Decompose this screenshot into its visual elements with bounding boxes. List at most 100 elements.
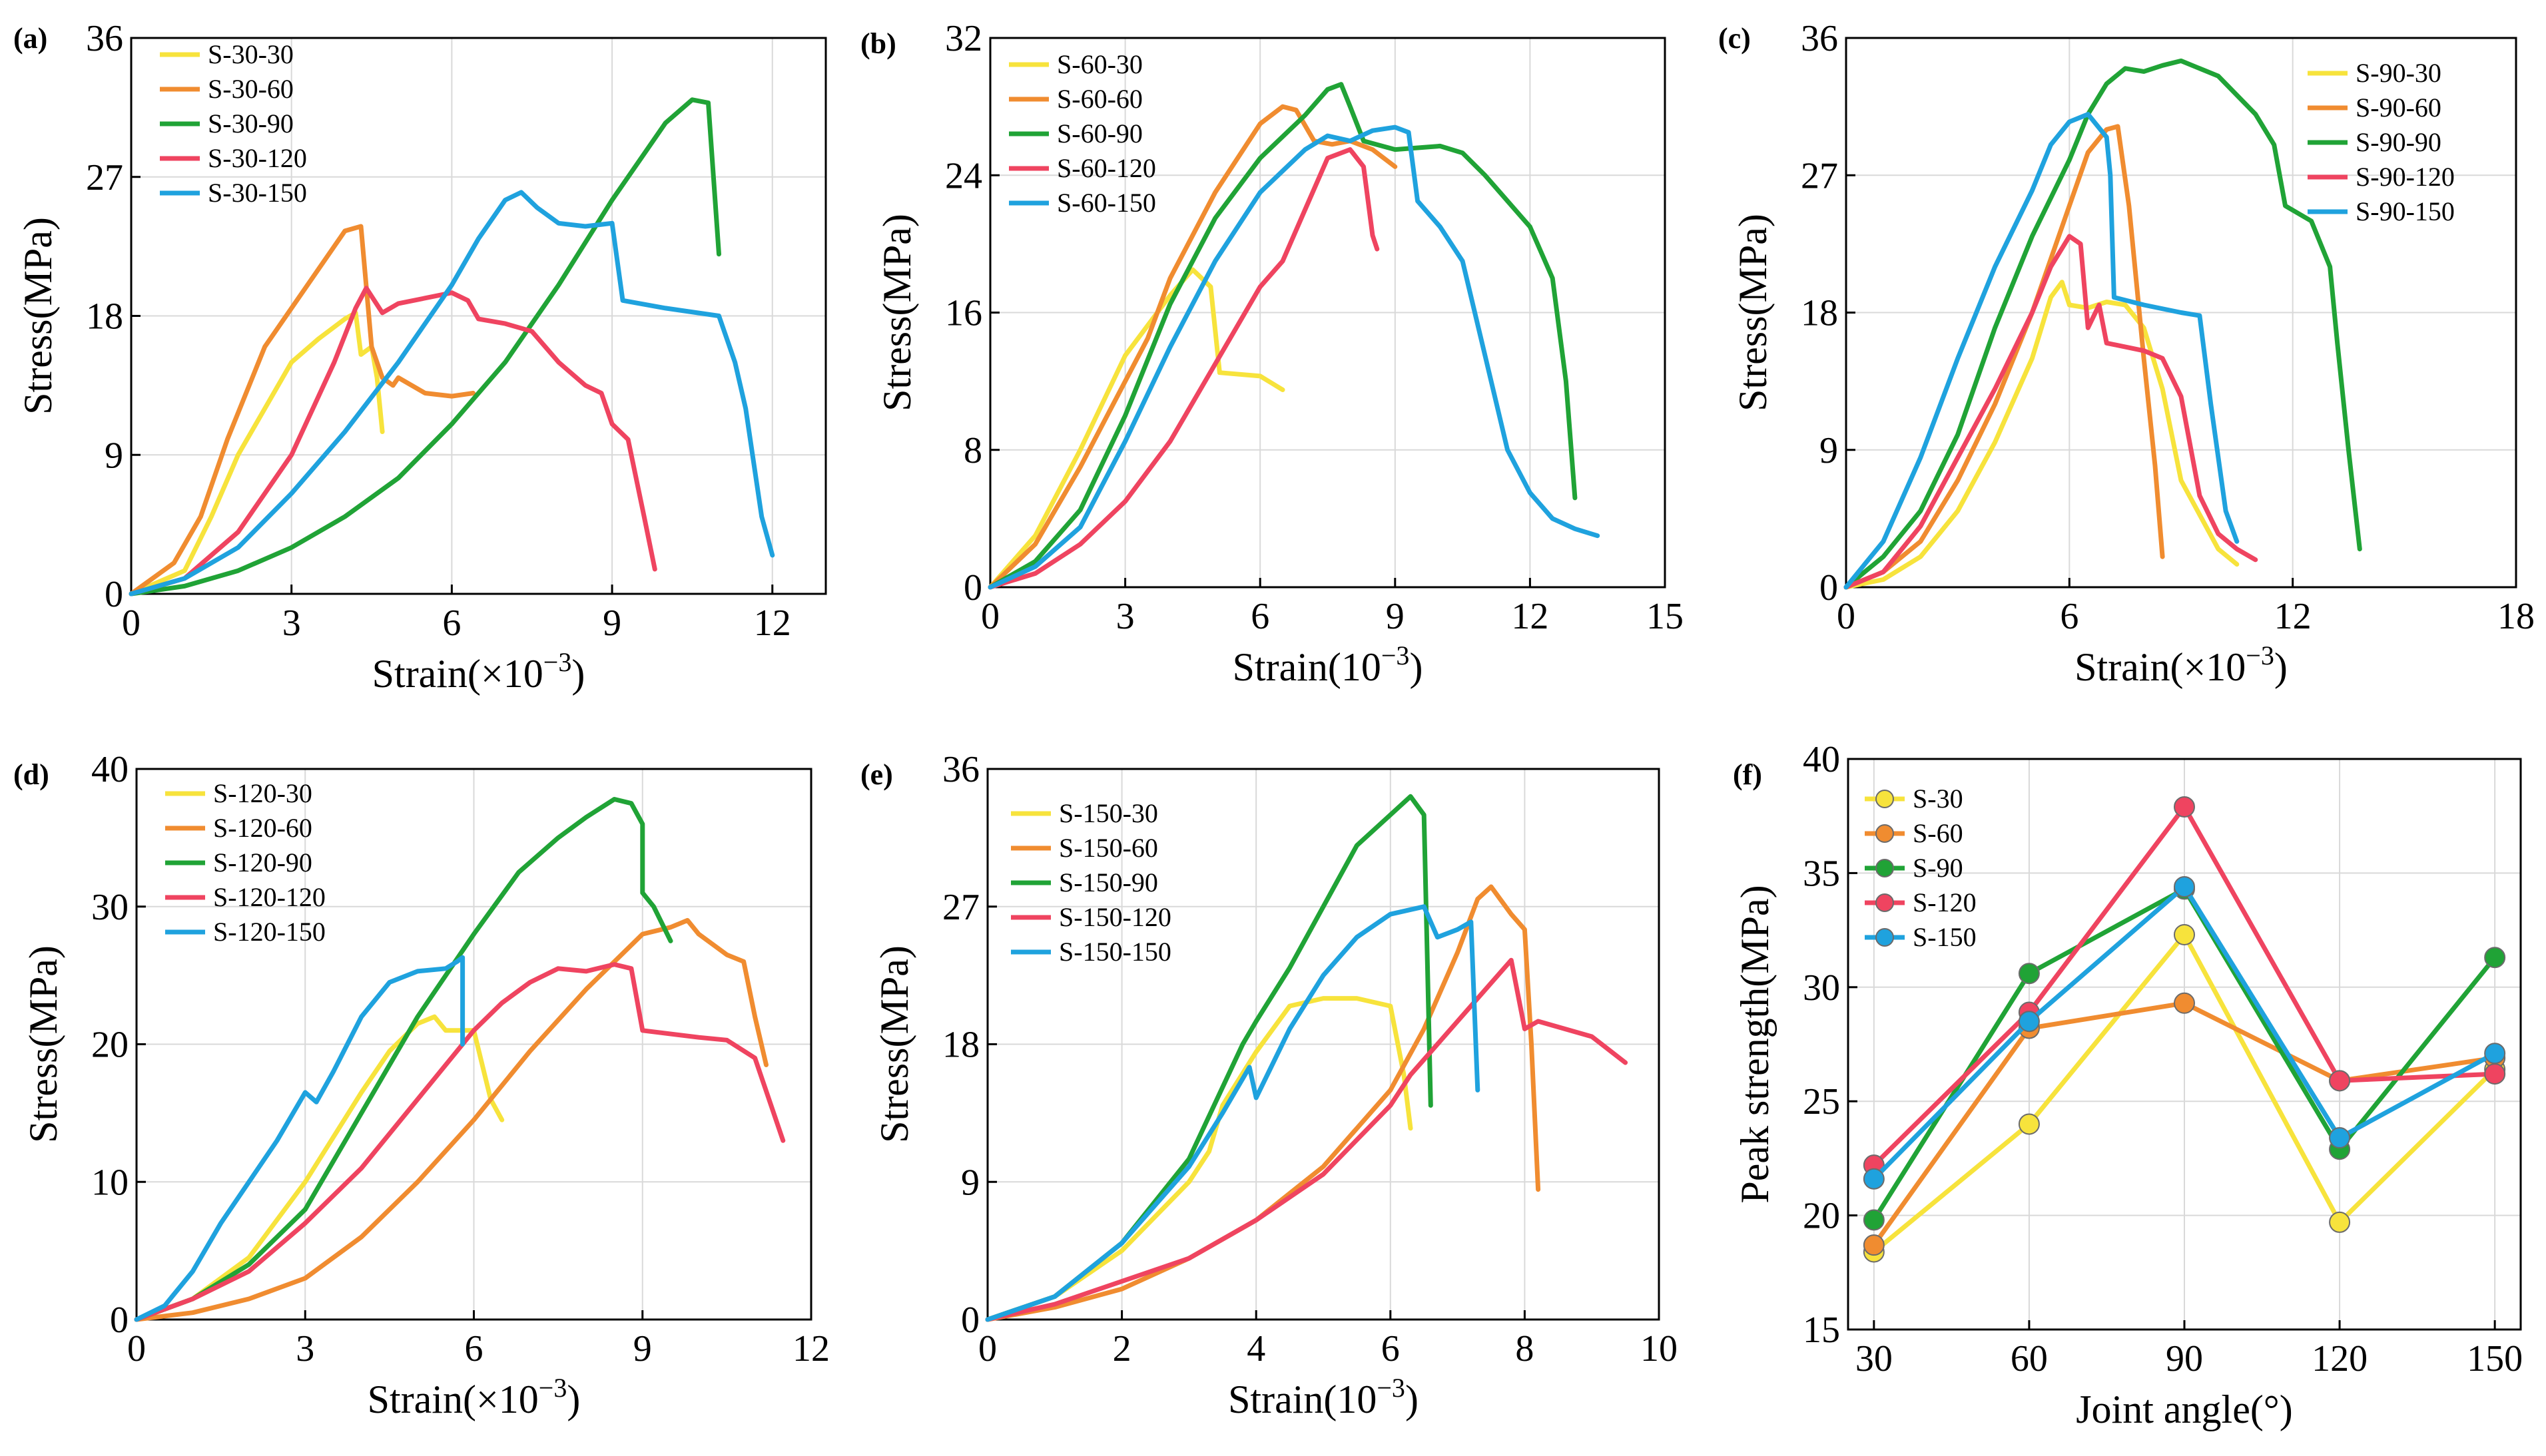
legend-marker [1875,928,1894,947]
y-tick-label: 24 [945,155,982,196]
y-tick-label: 35 [1803,853,1840,894]
x-tick-label: 0 [122,603,141,644]
series-line-S-120-90 [134,797,673,1322]
x-tick-label: 12 [2274,596,2312,637]
series-line-S-120-60 [134,917,769,1322]
series-line-S-90-90 [1843,58,2362,590]
y-tick-label: 0 [964,567,982,608]
y-tick-label: 20 [91,1025,129,1066]
legend-label: S-30-90 [208,109,294,138]
legend-label: S-60-150 [1057,188,1156,218]
y-tick-label: 27 [86,157,123,198]
x-tick-label: 0 [1837,596,1855,637]
legend-label: S-120-60 [213,813,312,843]
legend-marker [1875,824,1894,843]
y-tick-label: 40 [1803,739,1840,780]
y-tick-label: 30 [1803,967,1840,1009]
x-axis-label: Strain(10−3) [1228,1373,1419,1421]
panel-b: 0 3 6 9 12 15 0 8 16 24 32 Strain(10−3) Stress(MPa) (… [860,18,1684,689]
x-axis-label: Strain(×10−3) [2074,640,2288,689]
y-axis-label: Stress(MPa) [872,945,916,1143]
x-tick-label: 6 [2060,596,2078,637]
data-point-S-150 [2484,1043,2506,1065]
x-tick-label: 8 [1515,1328,1534,1369]
series-line-S-150-60 [985,884,1541,1322]
x-tick-label: 120 [2312,1338,2368,1379]
x-tick-label: 12 [1511,596,1548,637]
legend-marker [1875,859,1894,877]
data-point-S-150 [2174,875,2195,897]
x-axis-label-close: ) [2274,645,2288,689]
series-line-S-30-150 [129,190,775,597]
legend-label: S-120-150 [213,917,326,947]
x-axis-label-close: ) [1409,645,1423,689]
legend-label: S-30-120 [208,143,307,173]
legend-label: S-60-120 [1057,153,1156,183]
series-line-S-30-90 [129,97,721,597]
x-tick-label: 30 [1855,1338,1893,1379]
panel-label: (a) [13,22,47,55]
series-line-S-150-150 [985,904,1480,1322]
y-tick-label: 16 [945,293,982,334]
legend-label: S-150-30 [1059,798,1158,828]
x-axis-label-exponent: −3 [543,647,572,677]
y-tick-label: 9 [961,1162,980,1203]
series-line-S-30-120 [129,286,657,597]
y-tick-label: 18 [86,296,123,338]
x-axis-label: Strain(×10−3) [368,1373,581,1421]
x-tick-label: 0 [978,1328,997,1369]
series-line-S-60-60 [988,104,1398,590]
y-tick-label: 15 [1803,1310,1840,1351]
y-tick-label: 18 [1801,293,1838,334]
y-tick-label: 40 [91,749,129,790]
x-tick-label: 90 [2166,1338,2203,1379]
x-tick-label: 6 [1251,596,1269,637]
legend-label: S-150-150 [1059,937,1171,967]
series-line-S-30-60 [129,224,476,597]
x-tick-label: 4 [1247,1328,1265,1369]
data-point-S-30 [2329,1211,2351,1233]
x-tick-label: 3 [1116,596,1135,637]
data-point-S-30 [2018,1113,2040,1135]
legend-label: S-30-150 [208,178,307,208]
panel-f: 30 60 90 120 150 15 20 25 30 35 40 Joint angle(°) Pe… [1733,739,2523,1431]
y-tick-label: 36 [1801,18,1838,59]
x-axis-label-exponent: −3 [2246,640,2274,670]
y-axis-label: Stress(MPa) [21,945,65,1143]
data-point-S-150 [2329,1127,2351,1149]
y-tick-label: 9 [105,435,123,476]
x-tick-label: 2 [1113,1328,1131,1369]
legend-label: S-30-30 [208,39,294,69]
y-tick-label: 0 [1819,567,1838,608]
series-line-S-90-150 [1843,112,2240,590]
y-tick-label: 32 [945,18,982,59]
x-axis-label-close: ) [1405,1377,1419,1421]
legend-label: S-120-30 [213,778,312,808]
x-tick-label: 10 [1640,1328,1678,1369]
legend-marker [1875,893,1894,912]
x-axis-label-close: ) [567,1377,580,1421]
legend-label: S-90 [1913,853,1963,883]
x-tick-label: 9 [603,603,621,644]
y-tick-label: 18 [942,1025,980,1066]
legend-label: S-150-60 [1059,833,1158,863]
x-tick-label: 12 [754,603,791,644]
legend-label: S-90-120 [2356,162,2455,192]
series-line-S-120-120 [134,962,786,1322]
legend-label: S-60-60 [1057,84,1143,114]
data-point-S-90 [1863,1209,1885,1231]
y-tick-label: 27 [1801,155,1838,196]
legend-label: S-120 [1913,887,1977,917]
x-axis-label-exponent: −3 [1377,1373,1405,1403]
x-tick-label: 0 [981,596,1000,637]
x-tick-label: 6 [442,603,461,644]
series-line-S-150-30 [985,996,1413,1322]
series-line-S-60-30 [988,267,1285,590]
series-line-S-90-30 [1843,280,2240,590]
data-point-S-120 [2174,796,2195,818]
data-point-S-30 [2174,923,2195,945]
legend-label: S-120-120 [213,882,326,912]
y-tick-label: 20 [1803,1196,1840,1237]
legend-label: S-90-90 [2356,127,2441,157]
